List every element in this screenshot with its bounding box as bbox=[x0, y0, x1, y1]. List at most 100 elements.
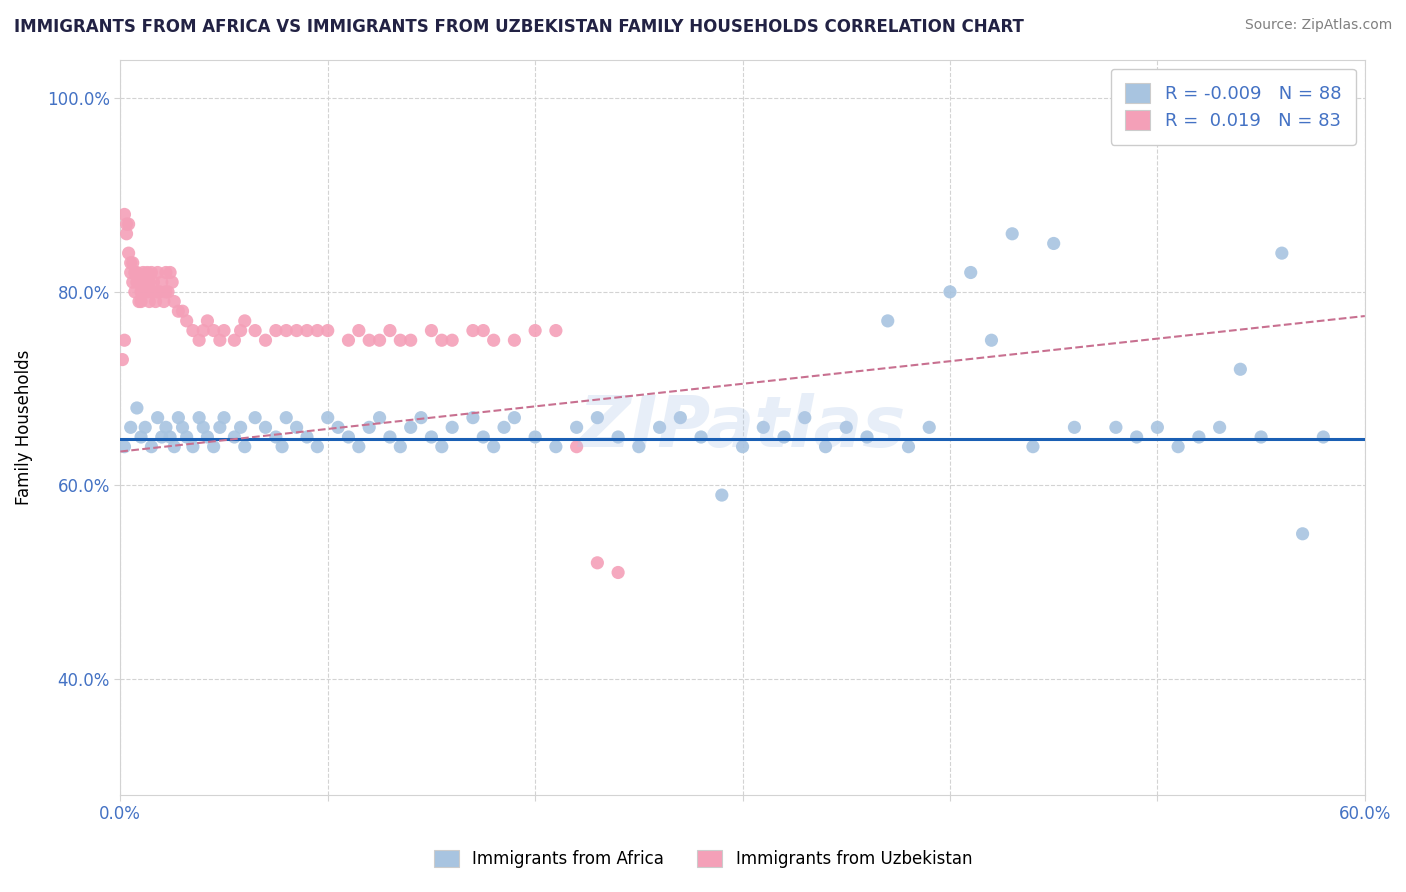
Point bbox=[125, 401, 148, 415]
Point bbox=[155, 420, 177, 434]
Point bbox=[202, 440, 225, 454]
Point bbox=[492, 420, 515, 434]
Point bbox=[224, 430, 246, 444]
Point bbox=[129, 285, 152, 299]
Point bbox=[420, 324, 443, 338]
Point bbox=[156, 285, 179, 299]
Point bbox=[138, 294, 160, 309]
Point bbox=[1105, 420, 1128, 434]
Point bbox=[368, 333, 391, 347]
Point bbox=[172, 304, 194, 318]
Point bbox=[163, 294, 186, 309]
Point bbox=[337, 333, 360, 347]
Point bbox=[307, 324, 329, 338]
Point bbox=[482, 440, 505, 454]
Point bbox=[607, 430, 630, 444]
Point bbox=[586, 410, 609, 425]
Point bbox=[142, 285, 165, 299]
Point bbox=[544, 324, 567, 338]
Point bbox=[243, 324, 266, 338]
Point bbox=[172, 420, 194, 434]
Point bbox=[897, 440, 920, 454]
Point bbox=[441, 333, 464, 347]
Point bbox=[1042, 236, 1064, 251]
Point bbox=[409, 410, 432, 425]
Point bbox=[167, 304, 190, 318]
Point bbox=[472, 324, 495, 338]
Point bbox=[159, 265, 181, 279]
Point bbox=[1063, 420, 1085, 434]
Point bbox=[132, 265, 155, 279]
Point bbox=[648, 420, 671, 434]
Point bbox=[378, 430, 401, 444]
Point bbox=[939, 285, 962, 299]
Point bbox=[202, 324, 225, 338]
Point bbox=[441, 420, 464, 434]
Point bbox=[197, 314, 219, 328]
Point bbox=[128, 275, 150, 289]
Point bbox=[430, 333, 453, 347]
Point bbox=[586, 556, 609, 570]
Point bbox=[188, 333, 211, 347]
Point bbox=[229, 324, 252, 338]
Legend: R = -0.009   N = 88, R =  0.019   N = 83: R = -0.009 N = 88, R = 0.019 N = 83 bbox=[1111, 69, 1355, 145]
Point bbox=[472, 430, 495, 444]
Point bbox=[129, 294, 152, 309]
Point bbox=[731, 440, 754, 454]
Point bbox=[150, 430, 173, 444]
Point bbox=[233, 440, 256, 454]
Point bbox=[503, 333, 526, 347]
Point bbox=[243, 410, 266, 425]
Point bbox=[146, 410, 169, 425]
Point bbox=[835, 420, 858, 434]
Point bbox=[430, 440, 453, 454]
Point bbox=[544, 440, 567, 454]
Legend: Immigrants from Africa, Immigrants from Uzbekistan: Immigrants from Africa, Immigrants from … bbox=[427, 843, 979, 875]
Point bbox=[565, 440, 588, 454]
Point bbox=[153, 294, 176, 309]
Point bbox=[120, 265, 142, 279]
Point bbox=[114, 440, 136, 454]
Point bbox=[160, 275, 183, 289]
Point bbox=[793, 410, 815, 425]
Point bbox=[773, 430, 796, 444]
Point bbox=[212, 410, 235, 425]
Point bbox=[503, 410, 526, 425]
Point bbox=[114, 207, 136, 221]
Point bbox=[134, 285, 156, 299]
Point bbox=[128, 294, 150, 309]
Point bbox=[690, 430, 713, 444]
Point bbox=[176, 430, 198, 444]
Point bbox=[146, 265, 169, 279]
Point bbox=[420, 430, 443, 444]
Point bbox=[326, 420, 349, 434]
Point bbox=[1001, 227, 1024, 241]
Point bbox=[124, 265, 146, 279]
Point bbox=[524, 430, 547, 444]
Point bbox=[155, 285, 177, 299]
Text: IMMIGRANTS FROM AFRICA VS IMMIGRANTS FROM UZBEKISTAN FAMILY HOUSEHOLDS CORRELATI: IMMIGRANTS FROM AFRICA VS IMMIGRANTS FRO… bbox=[14, 18, 1024, 36]
Point bbox=[524, 324, 547, 338]
Text: ZIPatlas: ZIPatlas bbox=[579, 392, 907, 462]
Point bbox=[295, 430, 318, 444]
Point bbox=[1188, 430, 1211, 444]
Point bbox=[142, 275, 165, 289]
Point bbox=[389, 333, 412, 347]
Point bbox=[1271, 246, 1294, 260]
Point bbox=[146, 285, 169, 299]
Point bbox=[856, 430, 879, 444]
Point bbox=[347, 324, 370, 338]
Point bbox=[229, 420, 252, 434]
Point bbox=[141, 265, 163, 279]
Point bbox=[115, 217, 138, 231]
Point bbox=[337, 430, 360, 444]
Point bbox=[669, 410, 692, 425]
Point bbox=[359, 420, 381, 434]
Point bbox=[271, 440, 294, 454]
Point bbox=[814, 440, 837, 454]
Point bbox=[141, 440, 163, 454]
Point bbox=[208, 333, 231, 347]
Point bbox=[1167, 440, 1189, 454]
Point bbox=[389, 440, 412, 454]
Point bbox=[876, 314, 898, 328]
